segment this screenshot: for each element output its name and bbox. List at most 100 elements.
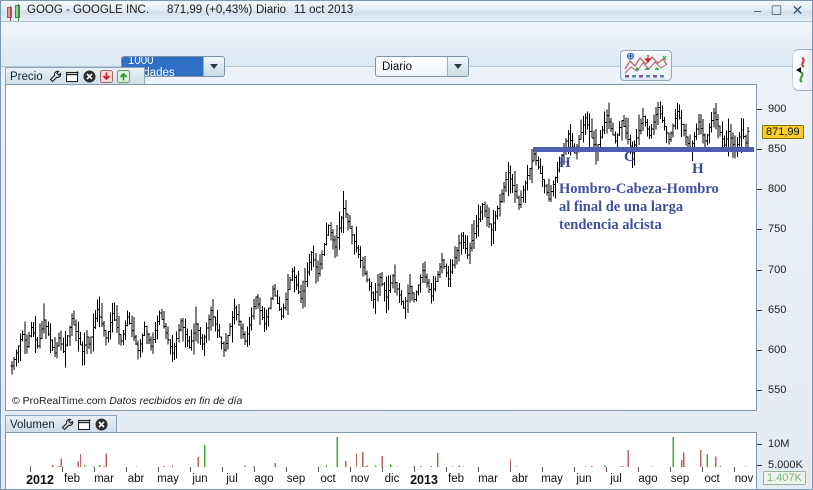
time-axis-tick (350, 467, 351, 472)
time-axis-tick (126, 467, 127, 472)
price-chart-plot[interactable]: H C H Hombro-Cabeza-Hombro al final de u… (5, 84, 757, 411)
collapse-panel-icon (796, 57, 805, 83)
window-timeframe: Diario (256, 4, 287, 16)
right-shoulder-label: H (692, 161, 704, 177)
time-axis-label: abr (511, 473, 529, 485)
volume-axis[interactable]: 1.407K 10M 5.000K (757, 432, 810, 489)
price-axis-tick (757, 149, 762, 151)
window-price: 871,99 (+0,43%) (167, 4, 253, 16)
time-axis-label: jul (226, 473, 238, 485)
time-axis[interactable]: 2012 feb mar abr may jun jul ago sep oct nov dic 201… (5, 467, 757, 489)
last-price-tag: 871,99 (762, 124, 804, 139)
close-icon[interactable] (83, 70, 96, 83)
time-axis-label: jul (610, 473, 622, 485)
collapse-panel-tab[interactable] (792, 49, 812, 91)
annotation-line-3: tendencia alcista (559, 217, 662, 233)
time-axis-tick (734, 467, 735, 472)
pattern-annotation: Hombro-Cabeza-Hombro al final de una lar… (559, 180, 759, 234)
volume-axis-tick (757, 444, 762, 445)
time-axis-tick (414, 467, 415, 472)
price-axis-label: 700 (768, 263, 787, 276)
close-icon[interactable]: ✕ (791, 2, 804, 18)
wrench-icon[interactable] (61, 418, 74, 431)
chevron-down-icon[interactable] (203, 57, 224, 76)
time-axis-label: oct (704, 473, 720, 485)
time-axis-tick (30, 467, 31, 472)
price-axis-label: 900 (768, 103, 787, 116)
chart-container: Precio H C H Hombro (5, 67, 810, 489)
maximize-icon[interactable]: ☐ (770, 3, 783, 18)
annotation-line-2: al final de una larga (559, 199, 684, 215)
time-axis-label: mar (478, 473, 498, 485)
time-axis-label: feb (448, 473, 464, 485)
price-axis-tick (757, 189, 762, 191)
window-symbol: GOOG - GOOGLE INC. (27, 4, 150, 16)
copyright-text: © ProRealTime.com (12, 395, 107, 407)
time-axis-label: mar (94, 473, 114, 485)
time-axis-tick (638, 467, 639, 472)
last-volume-tag: 1.407K (763, 471, 806, 485)
time-axis-tick (478, 467, 479, 472)
price-axis-tick (757, 269, 762, 271)
candlestick-icon (7, 4, 23, 21)
time-axis-tick (286, 467, 287, 472)
time-axis-tick (254, 467, 255, 472)
time-axis-label: abr (127, 473, 145, 485)
price-axis-label: 550 (768, 383, 787, 396)
move-up-icon[interactable] (116, 70, 130, 83)
time-axis-label: ago (254, 473, 274, 485)
wrench-icon[interactable] (49, 70, 62, 83)
price-axis-label: 600 (768, 343, 787, 356)
minimize-icon[interactable]: – (753, 3, 762, 18)
time-axis-tick (190, 467, 191, 472)
volume-panel-header: Volumen (5, 415, 117, 433)
time-axis-tick (318, 467, 319, 472)
time-axis-label: nov (734, 473, 754, 485)
time-axis-tick (542, 467, 543, 472)
left-shoulder-label: H (559, 155, 571, 171)
copyright-subtext: Datos recibidos en fin de día (109, 395, 243, 407)
time-axis-label: 2012 (26, 473, 54, 487)
timeframe-select-value: Diario (382, 60, 413, 73)
time-axis-label: sep (670, 473, 690, 485)
move-down-icon[interactable] (99, 70, 113, 83)
close-icon[interactable] (95, 418, 108, 431)
chart-tools-icon (623, 53, 669, 78)
price-axis[interactable]: 871,99 900 850 800 750 700 650 600 550 (757, 84, 810, 411)
price-axis-tick (757, 309, 762, 311)
time-axis-label: dic (384, 473, 400, 485)
time-axis-label: sep (286, 473, 306, 485)
price-axis-tick (757, 229, 762, 231)
price-series (10, 101, 750, 375)
price-axis-tick (757, 349, 762, 351)
chart-tools-button[interactable] (620, 50, 672, 81)
price-panel-title: Precio (10, 70, 43, 83)
volume-axis-label: 10M (768, 438, 790, 450)
copyright-notice: © ProRealTime.com Datos recibidos en fin… (12, 395, 242, 407)
time-axis-label: feb (64, 473, 80, 485)
time-axis-tick (446, 467, 447, 472)
price-axis-label: 650 (768, 303, 787, 316)
window-icon[interactable] (77, 418, 91, 431)
time-axis-tick (510, 467, 511, 472)
time-axis-tick (606, 467, 607, 472)
time-axis-tick (382, 467, 383, 472)
time-axis-label: jun (576, 473, 592, 485)
timeframe-select[interactable]: Diario (375, 56, 469, 77)
neckline (533, 147, 754, 153)
window-icon[interactable] (65, 70, 79, 83)
window-date: 11 oct 2013 (294, 4, 354, 16)
annotation-line-1: Hombro-Cabeza-Hombro (559, 181, 719, 197)
time-axis-label: may (541, 473, 563, 485)
price-axis-label: 750 (768, 223, 787, 236)
time-axis-label: may (157, 473, 179, 485)
time-axis-tick (702, 467, 703, 472)
time-axis-label: 2013 (410, 473, 438, 487)
price-axis-label: 800 (768, 183, 787, 196)
time-axis-tick (574, 467, 575, 472)
chevron-down-icon[interactable] (447, 57, 468, 76)
time-axis-label: nov (350, 473, 370, 485)
chart-toolbar: 1000 unidades Diario (1, 22, 812, 91)
volume-panel-title: Volumen (10, 418, 55, 431)
